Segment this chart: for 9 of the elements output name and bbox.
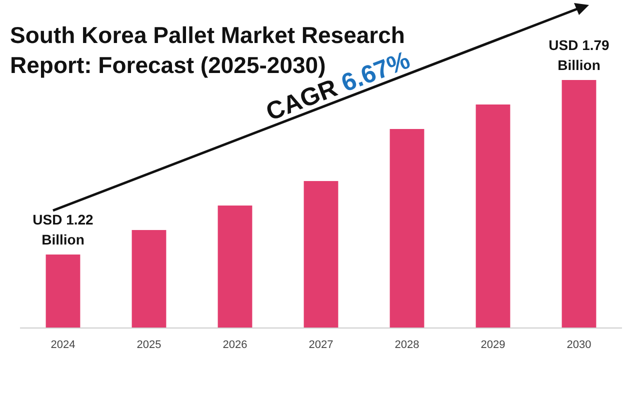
x-tick-label: 2025 <box>136 339 162 351</box>
data-label: USD 1.22 Billion <box>32 212 94 248</box>
x-tick-label: 2024 <box>50 339 76 351</box>
x-tick-label: 2030 <box>566 339 592 351</box>
x-tick-label: 2029 <box>480 339 506 351</box>
x-tick-label: 2026 <box>222 339 248 351</box>
x-tick-label: 2028 <box>394 339 420 351</box>
x-tick-label: 2027 <box>308 339 334 351</box>
data-label: USD 1.79 Billion <box>548 37 610 73</box>
